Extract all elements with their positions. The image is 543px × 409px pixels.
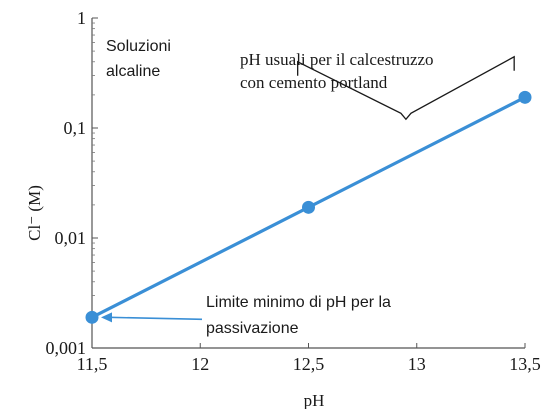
region-label: Soluzioni alcaline <box>106 38 171 80</box>
region-label-line2: alcaline <box>106 63 160 80</box>
x-axis-title: pH <box>304 391 325 409</box>
x-tick-label: 12,5 <box>293 354 325 374</box>
bracket-label-line1: pH usuali per il calcestruzzo <box>240 50 434 69</box>
x-tick-label: 13,5 <box>509 354 541 374</box>
bracket-annotation: pH usuali per il calcestruzzo con cement… <box>240 50 515 121</box>
y-tick-label: 0,001 <box>46 338 87 358</box>
passivation-arrow <box>108 316 203 321</box>
arrow-annotation: Limite minimo di pH per la passivazione <box>101 294 391 337</box>
data-point <box>85 310 99 324</box>
bracket-label-line2: con cemento portland <box>240 73 388 92</box>
x-tick-label: 11,5 <box>77 354 108 374</box>
y-tick-label: 1 <box>77 8 86 28</box>
x-tick-label: 12 <box>191 354 209 374</box>
y-tick-label: 0,1 <box>64 118 87 138</box>
x-axis-ticks: 11,5 12 12,5 13 13,5 <box>77 343 541 374</box>
x-tick-label: 13 <box>408 354 426 374</box>
y-axis-ticks: 0,001 0,01 0,1 1 <box>46 8 98 358</box>
data-point <box>302 200 315 214</box>
y-axis-title: Cl⁻ (M) <box>25 185 44 241</box>
series-layer <box>85 90 532 324</box>
region-label-line1: Soluzioni <box>106 38 171 55</box>
y-tick-label: 0,01 <box>55 228 87 248</box>
arrow-label-line2: passivazione <box>206 320 299 337</box>
range-bracket <box>297 55 515 121</box>
passivation-arrow-head <box>101 312 112 323</box>
arrow-label-line1: Limite minimo di pH per la <box>206 294 391 311</box>
data-point <box>518 90 532 104</box>
